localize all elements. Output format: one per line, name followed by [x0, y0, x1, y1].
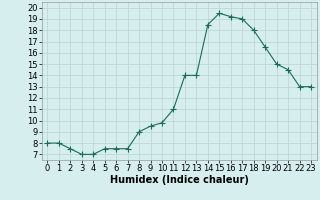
X-axis label: Humidex (Indice chaleur): Humidex (Indice chaleur) — [110, 175, 249, 185]
